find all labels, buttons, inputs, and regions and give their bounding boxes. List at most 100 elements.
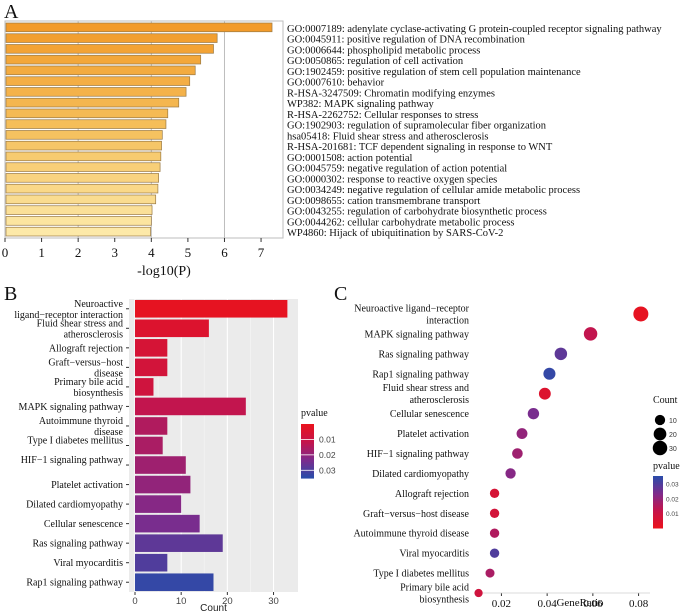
panel-b-bar bbox=[135, 299, 288, 318]
panel-b-legend-swatch bbox=[301, 458, 314, 461]
panel-c-point bbox=[485, 568, 495, 578]
panel-c-point bbox=[554, 347, 568, 361]
panel-c-category-label: biosynthesis bbox=[420, 595, 470, 606]
panel-b-bar bbox=[135, 456, 186, 474]
panel-c-point bbox=[538, 387, 551, 400]
panel-c-size-legend-title: Count bbox=[653, 395, 678, 406]
panel-b-bar bbox=[135, 553, 168, 572]
panel-c-color-legend-title: pvalue bbox=[653, 461, 680, 472]
panel-c-size-legend-label: 20 bbox=[669, 432, 677, 439]
panel-a-tick-label: 5 bbox=[185, 245, 192, 260]
panel-a-term-label: GO:0044262: cellular carbohydrate metabo… bbox=[287, 217, 514, 228]
panel-b-legend-swatch bbox=[301, 426, 314, 429]
panel-b-bar bbox=[135, 397, 246, 416]
panel-a-bar bbox=[5, 194, 157, 205]
panel-c-color-legend-swatch bbox=[653, 487, 663, 491]
panel-a-bar bbox=[5, 173, 159, 183]
panel-a-tick-label: 1 bbox=[38, 245, 45, 260]
panel-b-bar bbox=[135, 319, 209, 338]
panel-a-bar bbox=[5, 183, 159, 194]
panel-a-bar bbox=[5, 76, 191, 86]
panel-b-category-label: Primary bile acid bbox=[54, 377, 123, 388]
panel-b-bar bbox=[135, 495, 182, 513]
panel-a-term-label: GO:0043255: regulation of carbohydrate b… bbox=[287, 207, 547, 218]
panel-b-legend-label: 0.02 bbox=[319, 450, 336, 460]
panel-b-category-label: Allograft rejection bbox=[49, 343, 123, 354]
panel-c-color-legend-swatch bbox=[653, 512, 663, 516]
panel-a-term-label: GO:0045911: positive regulation of DNA r… bbox=[287, 35, 526, 46]
panel-a-term-label: GO:0006644: phospholipid metabolic proce… bbox=[287, 45, 480, 56]
panel-a-term-label: R-HSA-2262752: Cellular responses to str… bbox=[287, 110, 478, 121]
panel-c-color-legend-label: 0.01 bbox=[666, 511, 679, 518]
panel-b-category-label: atherosclerosis bbox=[64, 329, 124, 340]
panel-c-point bbox=[489, 528, 500, 538]
panel-a-bar bbox=[5, 140, 162, 151]
panel-a-bar bbox=[5, 216, 152, 226]
panel-c-category-label: Ras signaling pathway bbox=[378, 349, 469, 360]
panel-c-category-label: Neuroactive ligand−receptor bbox=[354, 303, 469, 314]
panel-c-point bbox=[516, 428, 528, 440]
panel-a-bar bbox=[5, 44, 214, 54]
panel-a-term-label: GO:1902459: positive regulation of stem … bbox=[287, 67, 581, 78]
panel-c-category-label: Rap1 signaling pathway bbox=[372, 369, 469, 380]
panel-c-color-legend-swatch bbox=[653, 485, 663, 489]
panel-c-size-legend-dot bbox=[652, 440, 668, 456]
panel-b-legend-swatch bbox=[301, 456, 314, 459]
panel-b-legend-swatch bbox=[301, 472, 314, 475]
panel-a-chart: 0 1 2 3 4 5 6 7 GO:0007189: adenylate cyclase-ac… bbox=[2, 20, 662, 279]
panel-a-term-label: GO:0007189: adenylate cyclase-activating… bbox=[287, 24, 662, 35]
panel-c-category-label: Graft−versus−host disease bbox=[363, 509, 470, 520]
panel-c-category-label: Type I diabetes mellitus bbox=[373, 569, 469, 580]
panel-c-color-legend-swatch bbox=[653, 483, 663, 487]
panel-c-point bbox=[543, 367, 556, 380]
panel-c-chart: 0.02 0.04 0.06 0.08 Neuroactive ligand−recep… bbox=[353, 303, 680, 610]
panel-b-tick-label: 0 bbox=[132, 596, 137, 607]
panel-label-c: C bbox=[334, 283, 347, 305]
panel-c-point bbox=[489, 508, 500, 518]
panel-c-color-legend-swatch bbox=[653, 476, 663, 479]
panel-b-category-label: disease bbox=[94, 368, 123, 379]
panel-c-color-legend-swatch bbox=[653, 497, 663, 500]
panel-c-color-legend-swatch bbox=[653, 524, 663, 527]
panel-a-term-label: hsa05418: Fluid shear stress and atheros… bbox=[287, 131, 489, 142]
panel-c-point bbox=[527, 407, 540, 420]
panel-c-size-legend-label: 10 bbox=[669, 418, 677, 425]
panel-b-legend-swatch bbox=[301, 474, 314, 477]
panel-b-legend-title: pvalue bbox=[301, 408, 328, 419]
panel-a-term-label: GO:0000302: response to reactive oxygen … bbox=[287, 174, 497, 185]
panel-b-bar bbox=[135, 378, 154, 396]
panel-a-bar bbox=[5, 54, 202, 65]
panel-b-category-label: Ras signaling pathway bbox=[32, 539, 123, 550]
panel-b-legend-swatch bbox=[301, 468, 314, 471]
panel-c-point bbox=[633, 306, 649, 322]
panel-a-bar bbox=[5, 226, 151, 237]
panel-a-tick-label: 0 bbox=[2, 245, 9, 260]
panel-a-term-label: GO:1902903: regulation of supramolecular… bbox=[287, 121, 547, 132]
panel-b-category-label: Viral myocarditis bbox=[53, 558, 123, 569]
panel-c-color-legend-swatch bbox=[653, 501, 663, 504]
panel-b-category-label: Type I diabetes mellitus bbox=[27, 436, 123, 447]
panel-b-legend-label: 0.01 bbox=[319, 434, 336, 444]
panel-a-term-label: GO:0045759: negative regulation of actio… bbox=[287, 164, 507, 175]
panel-b-legend-swatch bbox=[301, 448, 314, 451]
panel-c-tick-label: 0.04 bbox=[538, 598, 558, 610]
panel-label-a: A bbox=[4, 1, 19, 23]
panel-a-bar bbox=[5, 205, 153, 215]
panel-c-point bbox=[474, 588, 483, 598]
panel-a-bar bbox=[5, 22, 273, 33]
panel-b-tick-label: 30 bbox=[268, 596, 279, 607]
panel-b-category-label: ligand−receptor interaction bbox=[14, 310, 123, 321]
panel-a-tick-label: 3 bbox=[111, 245, 118, 260]
panel-b-legend-swatch bbox=[301, 454, 314, 457]
panel-a-term-label: GO:0034249: negative regulation of cellu… bbox=[287, 185, 580, 196]
panel-a-bar bbox=[5, 162, 161, 172]
panel-a-bar bbox=[5, 65, 196, 76]
panel-a-tick-label: 6 bbox=[221, 245, 228, 260]
panel-b-bar bbox=[135, 358, 168, 377]
panel-c-color-legend-label: 0.03 bbox=[666, 481, 679, 488]
panel-c-color-legend-swatch bbox=[653, 481, 663, 485]
panel-c-color-legend-swatch bbox=[653, 510, 663, 514]
panel-a-tick-label: 4 bbox=[148, 245, 155, 260]
panel-b-category-label: HIF−1 signaling pathway bbox=[21, 455, 123, 466]
